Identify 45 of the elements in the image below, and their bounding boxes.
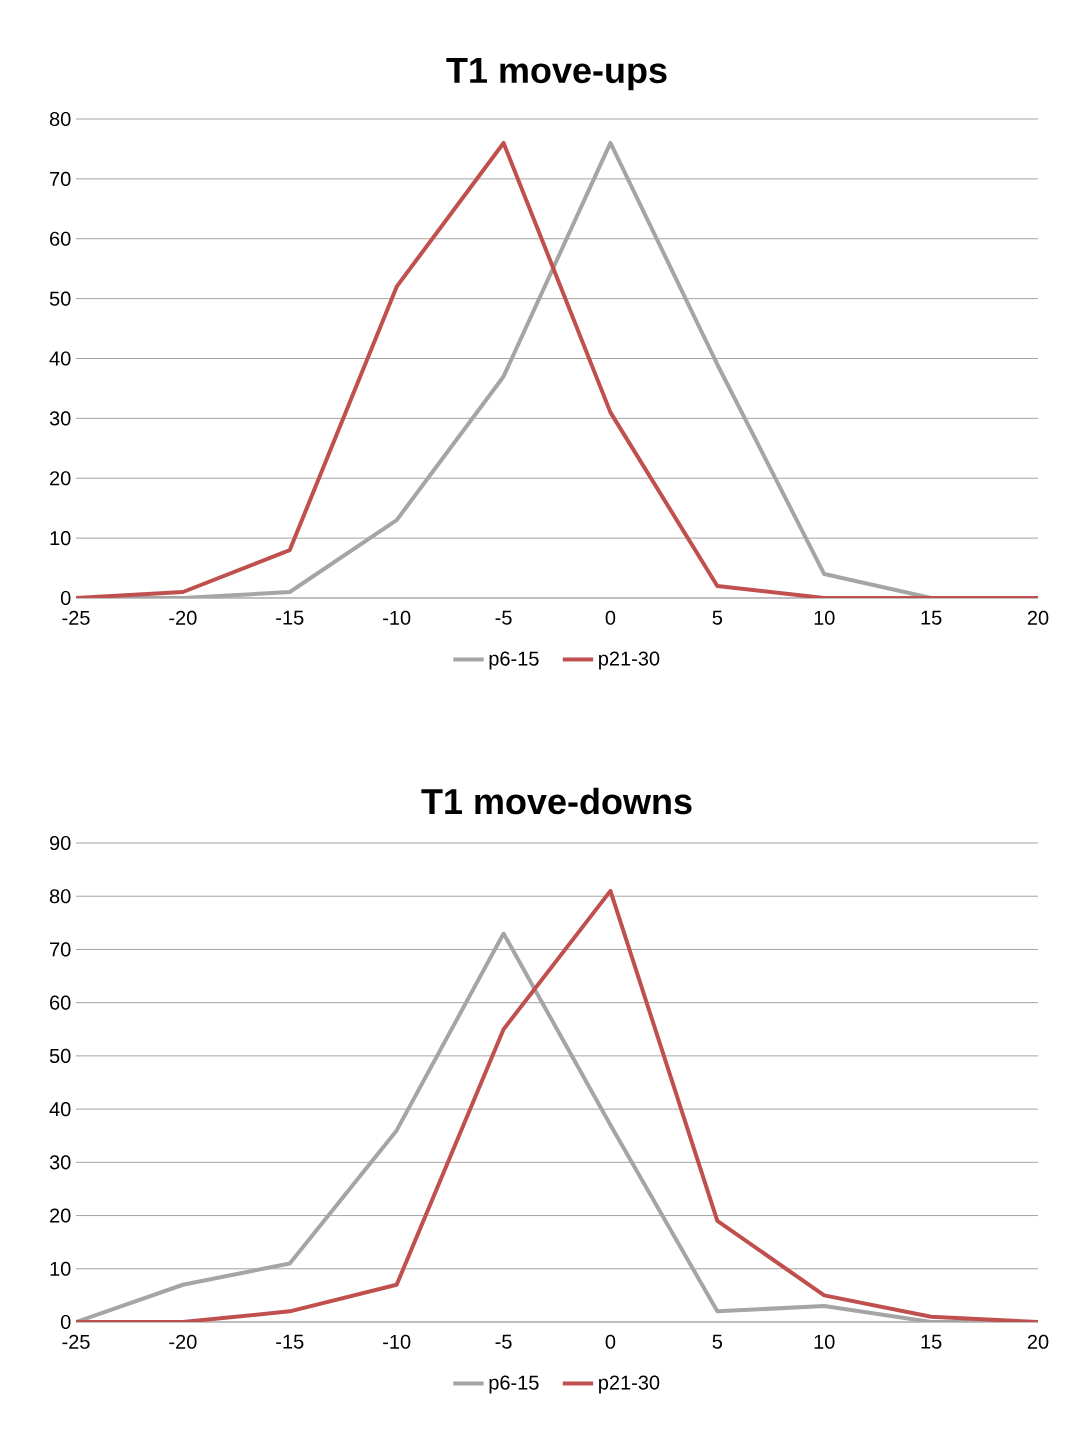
x-tick-label: 20 <box>1027 610 1049 625</box>
x-tick-label: -15 <box>276 610 304 625</box>
y-tick-label: 10 <box>50 531 71 546</box>
y-tick-label: 20 <box>50 1208 71 1223</box>
x-tick-label: 10 <box>814 1334 835 1349</box>
chart-title: T1 move-ups <box>446 58 667 91</box>
x-tick-label: 15 <box>921 610 942 625</box>
x-tick-label: -25 <box>62 610 90 625</box>
y-tick-label: 60 <box>50 231 71 246</box>
x-tick-label: -10 <box>383 610 411 625</box>
x-tick-label: -5 <box>495 1334 512 1349</box>
y-tick-label: 40 <box>49 1102 71 1117</box>
y-tick-label: 90 <box>49 835 71 851</box>
x-tick-label: 10 <box>814 610 835 625</box>
x-tick-label: -15 <box>276 1334 304 1349</box>
y-tick-label: 80 <box>49 889 71 904</box>
x-tick-label: 20 <box>1027 1334 1049 1349</box>
y-tick-label: 40 <box>49 351 71 366</box>
x-tick-label: -10 <box>383 1334 411 1349</box>
chart-title: T1 move-downs <box>421 787 692 815</box>
x-tick-label: 0 <box>605 610 616 625</box>
y-tick-label: 60 <box>50 995 71 1010</box>
x-tick-label: -5 <box>495 610 512 625</box>
y-tick-label: 80 <box>49 111 71 127</box>
y-tick-label: 0 <box>60 590 71 606</box>
x-tick-label: 5 <box>712 610 723 625</box>
y-tick-label: 70 <box>50 171 71 186</box>
x-tick-label: 15 <box>921 1334 942 1349</box>
legend-label: p21-30 <box>599 651 660 670</box>
x-tick-label: 5 <box>712 1334 723 1349</box>
y-tick-label: 30 <box>49 411 71 426</box>
x-tick-label: -20 <box>169 1334 197 1349</box>
y-tick-label: 30 <box>49 1155 71 1170</box>
y-tick-label: 20 <box>50 471 71 486</box>
y-tick-label: 50 <box>49 1048 71 1063</box>
y-tick-label: 70 <box>50 942 71 957</box>
legend-label: p6-15 <box>489 651 539 670</box>
x-tick-label: -25 <box>62 1334 90 1349</box>
x-tick-label: 0 <box>605 1334 616 1349</box>
legend-label: p6-15 <box>489 1375 539 1394</box>
y-tick-label: 10 <box>50 1261 71 1276</box>
y-tick-label: 0 <box>60 1314 71 1330</box>
y-tick-label: 50 <box>49 291 71 306</box>
x-tick-label: -20 <box>169 610 197 625</box>
legend-label: p21-30 <box>599 1375 660 1394</box>
